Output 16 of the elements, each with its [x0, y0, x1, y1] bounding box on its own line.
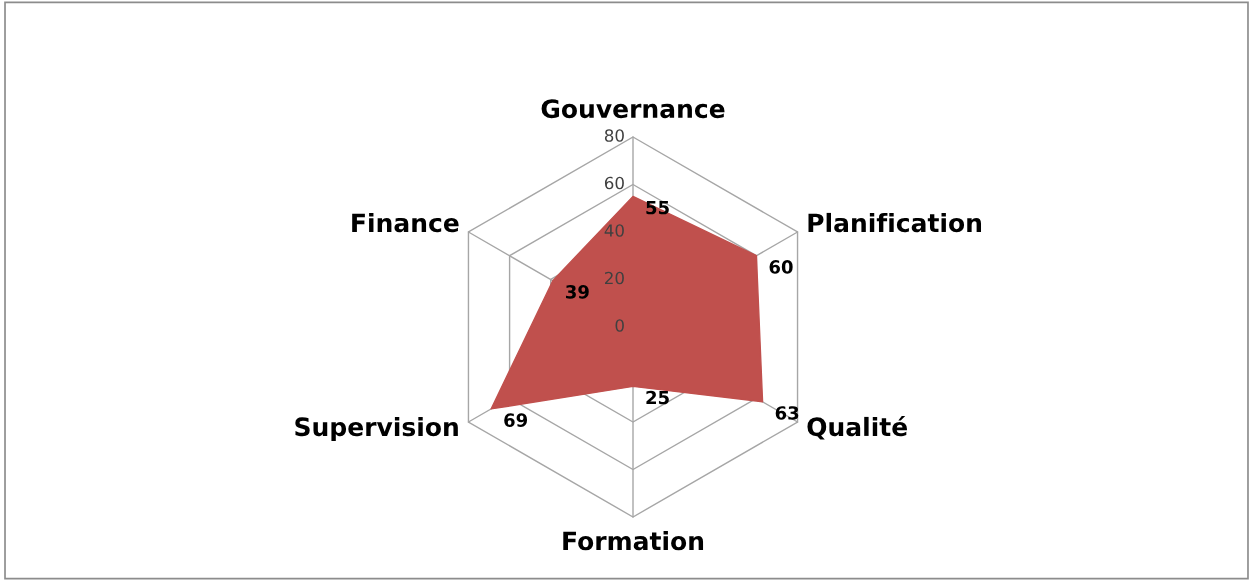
spoke-label: Finance	[352, 212, 459, 233]
spoke-label: Planification	[808, 212, 982, 233]
y-tick-label: 20	[605, 271, 624, 285]
data-label: 60	[769, 260, 793, 274]
spoke-label: Supervision	[295, 416, 458, 442]
spoke-label: Gouvernance	[541, 99, 725, 119]
y-tick-label: 40	[604, 224, 624, 237]
y-tick-label: 60	[604, 176, 624, 190]
y-tick-label: 80	[604, 129, 624, 142]
data-label: 39	[565, 285, 589, 299]
spoke-label: Qualité	[807, 415, 907, 440]
y-tick-label: 0	[615, 319, 624, 332]
data-label: 63	[775, 406, 799, 420]
data-label: 25	[646, 390, 669, 405]
spoke-label: Formation	[563, 531, 704, 551]
data-label: 69	[504, 413, 528, 427]
